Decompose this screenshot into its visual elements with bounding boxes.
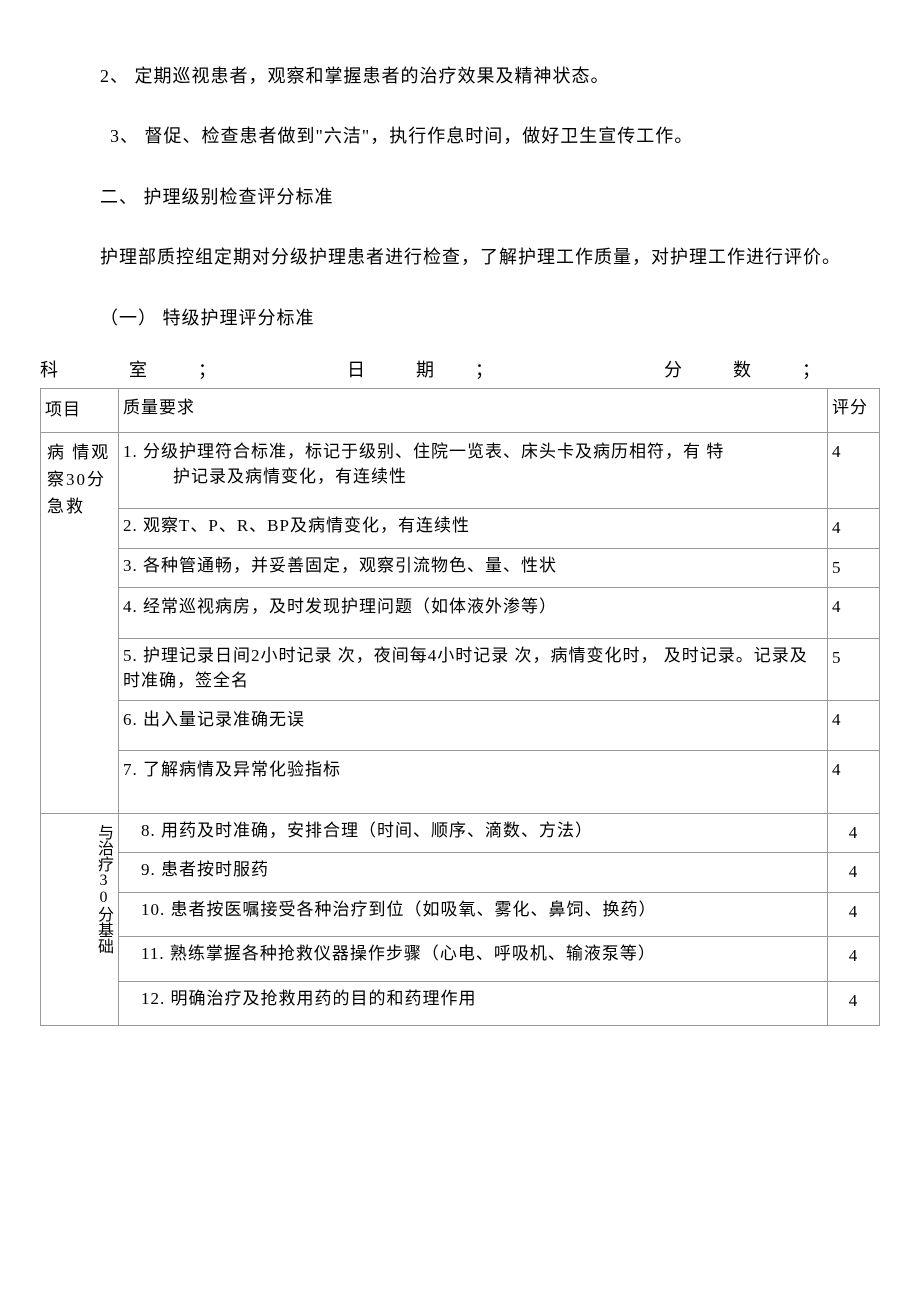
req-cell: 4. 经常巡视病房，及时发现护理问题（如体液外渗等） (119, 588, 828, 639)
score-cell: 4 (828, 813, 880, 853)
table-row: 3. 各种管通畅，并妥善固定，观察引流物色、量、性状 5 (41, 548, 880, 588)
form-header-row: 科 室 ； 日 期 ； 分 数 ； (40, 354, 880, 386)
req-cell: 9. 患者按时服药 (119, 853, 828, 893)
section-2-description: 护理部质控组定期对分级护理患者进行检查，了解护理工作质量，对护理工作进行评价。 (40, 241, 880, 273)
score-cell: 4 (828, 700, 880, 751)
score-cell: 5 (828, 638, 880, 700)
semi-3: ； (802, 354, 821, 386)
req-cell: 3. 各种管通畅，并妥善固定，观察引流物色、量、性状 (119, 548, 828, 588)
req-cell: 1. 分级护理符合标准，标记于级别、住院一览表、床头卡及病历相符，有 特 护记录… (119, 432, 828, 508)
table-row: 病 情观 察30分 急救 1. 分级护理符合标准，标记于级别、住院一览表、床头卡… (41, 432, 880, 508)
req-cell: 12. 明确治疗及抢救用药的目的和药理作用 (119, 981, 828, 1026)
table-row: 10. 患者按医嘱接受各种治疗到位（如吸氧、雾化、鼻饲、换药） 4 (41, 892, 880, 937)
score-cell: 4 (828, 853, 880, 893)
category-1: 病 情观 察30分 急救 (41, 432, 119, 813)
header-req: 质量要求 (119, 389, 828, 433)
req-cell: 2. 观察T、P、R、BP及病情变化，有连续性 (119, 508, 828, 548)
header-score: 评分 (828, 389, 880, 433)
req-text: 1. 分级护理符合标准，标记于级别、住院一览表、床头卡及病历相符，有 特 (123, 442, 724, 461)
table-row: 9. 患者按时服药 4 (41, 853, 880, 893)
req-cell: 6. 出入量记录准确无误 (119, 700, 828, 751)
table-row: 2. 观察T、P、R、BP及病情变化，有连续性 4 (41, 508, 880, 548)
req-cell: 10. 患者按医嘱接受各种治疗到位（如吸氧、雾化、鼻饲、换药） (119, 892, 828, 937)
section-2-sub1: （一） 特级护理评分标准 (40, 302, 880, 334)
score-label-2: 数 (733, 354, 752, 386)
score-cell: 4 (828, 432, 880, 508)
dept-label-2: 室 (129, 354, 148, 386)
score-cell: 4 (828, 937, 880, 982)
semi-1: ； (198, 354, 217, 386)
req-cell: 5. 护理记录日间2小时记录 次，夜间每4小时记录 次，病情变化时， 及时记录。… (119, 638, 828, 700)
semi-2: ； (475, 354, 494, 386)
scoring-table: 项目 质量要求 评分 病 情观 察30分 急救 1. 分级护理符合标准，标记于级… (40, 388, 880, 1026)
table-row: 7. 了解病情及异常化验指标 4 (41, 751, 880, 814)
req-cell: 11. 熟练掌握各种抢救仪器操作步骤（心电、呼吸机、输液泵等） (119, 937, 828, 982)
section-2-title: 二、 护理级别检查评分标准 (40, 181, 880, 213)
score-cell: 4 (828, 508, 880, 548)
table-row: 5. 护理记录日间2小时记录 次，夜间每4小时记录 次，病情变化时， 及时记录。… (41, 638, 880, 700)
dept-label-1: 科 (40, 354, 59, 386)
date-label-2: 期 (416, 354, 435, 386)
table-row: 4. 经常巡视病房，及时发现护理问题（如体液外渗等） 4 (41, 588, 880, 639)
score-label-1: 分 (664, 354, 683, 386)
table-row: 12. 明确治疗及抢救用药的目的和药理作用 4 (41, 981, 880, 1026)
category-2: 与治疗30分基础 (41, 813, 119, 1026)
score-cell: 5 (828, 548, 880, 588)
score-cell: 4 (828, 981, 880, 1026)
req-cell: 8. 用药及时准确，安排合理（时间、顺序、滴数、方法） (119, 813, 828, 853)
date-label-1: 日 (347, 354, 366, 386)
table-row: 11. 熟练掌握各种抢救仪器操作步骤（心电、呼吸机、输液泵等） 4 (41, 937, 880, 982)
paragraph-3: 3、 督促、检查患者做到"六洁"，执行作息时间，做好卫生宣传工作。 (40, 120, 880, 152)
score-cell: 4 (828, 588, 880, 639)
score-cell: 4 (828, 751, 880, 814)
table-row: 6. 出入量记录准确无误 4 (41, 700, 880, 751)
paragraph-2: 2、 定期巡视患者，观察和掌握患者的治疗效果及精神状态。 (40, 60, 880, 92)
req-text-line2: 护记录及病情变化，有连续性 (123, 467, 407, 486)
table-row: 与治疗30分基础 8. 用药及时准确，安排合理（时间、顺序、滴数、方法） 4 (41, 813, 880, 853)
table-header-row: 项目 质量要求 评分 (41, 389, 880, 433)
req-cell: 7. 了解病情及异常化验指标 (119, 751, 828, 814)
header-item: 项目 (41, 389, 119, 433)
score-cell: 4 (828, 892, 880, 937)
